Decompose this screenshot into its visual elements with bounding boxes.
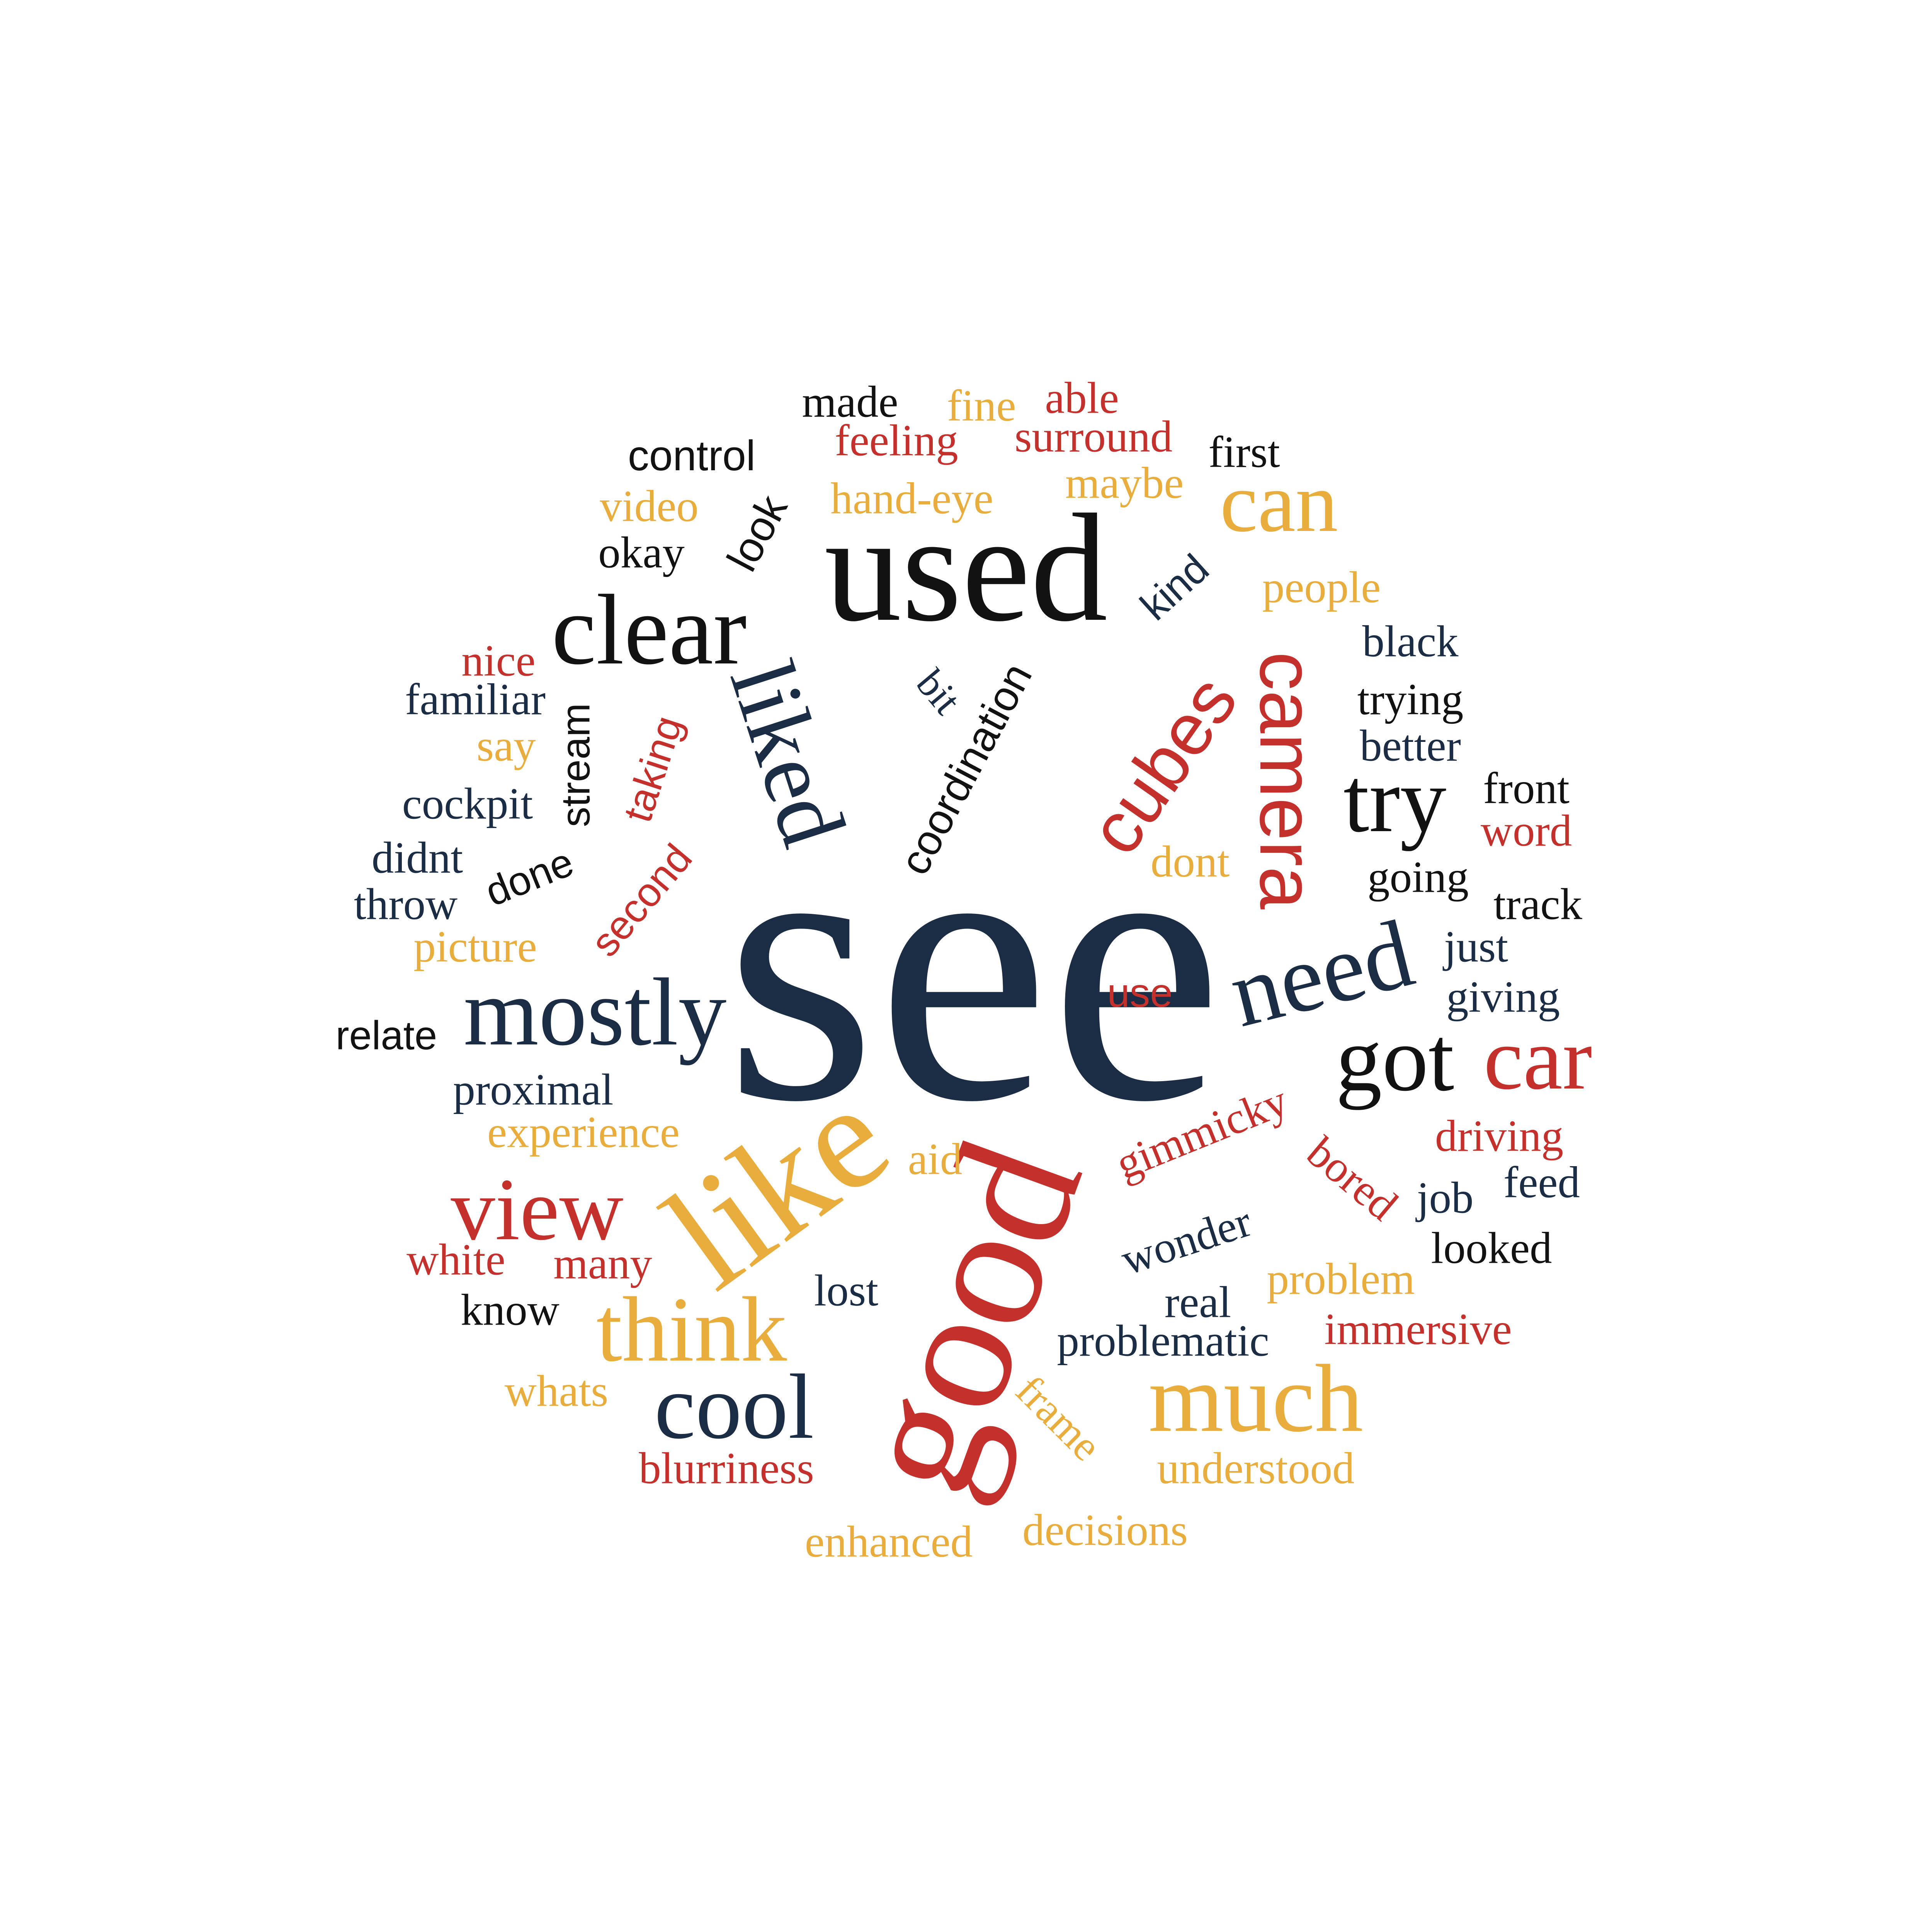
word-hand-eye: hand-eye — [830, 474, 993, 523]
word-black: black — [1362, 617, 1459, 666]
word-think: think — [596, 1278, 787, 1381]
word-able: able — [1045, 373, 1119, 423]
word-nice: nice — [461, 636, 536, 685]
word-job: job — [1417, 1173, 1474, 1223]
word-taking: taking — [615, 710, 691, 828]
word-front: front — [1483, 764, 1570, 813]
word-cockpit: cockpit — [402, 779, 533, 828]
word-cool: cool — [654, 1355, 814, 1458]
word-can: can — [1220, 455, 1338, 549]
word-say: say — [476, 721, 536, 770]
word-kind: kind — [1132, 546, 1218, 629]
word-clear: clear — [551, 574, 747, 685]
word-stream: stream — [553, 703, 599, 827]
word-try: try — [1343, 748, 1447, 851]
word-video: video — [600, 481, 699, 531]
word-familiar: familiar — [405, 675, 546, 724]
word-people: people — [1262, 563, 1381, 612]
word-aid: aid — [908, 1134, 963, 1184]
word-better: better — [1360, 721, 1461, 770]
word-use: use — [1107, 970, 1173, 1016]
word-see: see — [724, 750, 1223, 1182]
word-feeling: feeling — [835, 416, 958, 465]
word-throw: throw — [354, 879, 458, 929]
word-proximal: proximal — [453, 1065, 614, 1114]
word-going: going — [1367, 852, 1469, 902]
word-lost: lost — [814, 1266, 879, 1315]
word-enhanced: enhanced — [804, 1517, 973, 1566]
word-second: second — [582, 835, 701, 965]
word-problematic: problematic — [1057, 1316, 1269, 1366]
word-picture: picture — [413, 922, 537, 971]
word-got: got — [1335, 1007, 1454, 1110]
word-look: look — [718, 487, 797, 579]
word-relate: relate — [335, 1013, 437, 1058]
word-camera: camera — [1244, 651, 1330, 910]
word-made: made — [802, 377, 898, 427]
word-used: used — [824, 482, 1108, 653]
word-problem: problem — [1267, 1254, 1415, 1304]
word-many: many — [553, 1239, 652, 1288]
word-fine: fine — [947, 381, 1016, 430]
word-mostly: mostly — [463, 959, 727, 1066]
word-track: track — [1493, 879, 1582, 929]
word-blurriness: blurriness — [639, 1444, 814, 1493]
word-word: word — [1480, 806, 1572, 855]
word-trying: trying — [1357, 675, 1464, 724]
word-experience: experience — [487, 1107, 680, 1157]
word-decisions: decisions — [1022, 1505, 1188, 1555]
word-bored: bored — [1298, 1127, 1407, 1230]
word-giving: giving — [1446, 972, 1560, 1022]
word-didnt: didnt — [371, 833, 463, 883]
word-know: know — [461, 1285, 560, 1335]
word-feed: feed — [1503, 1158, 1580, 1207]
word-surround: surround — [1014, 412, 1173, 461]
word-dont: dont — [1150, 837, 1230, 886]
word-whats: whats — [504, 1366, 609, 1416]
word-control: control — [628, 432, 756, 480]
word-wonder: wonder — [1115, 1196, 1257, 1284]
word-car: car — [1483, 1009, 1592, 1108]
word-view: view — [451, 1160, 624, 1259]
word-just: just — [1444, 922, 1509, 971]
word-okay: okay — [598, 528, 685, 577]
word-first: first — [1208, 427, 1280, 477]
word-white: white — [406, 1235, 505, 1284]
word-maybe: maybe — [1065, 458, 1184, 508]
word-immersive: immersive — [1324, 1304, 1512, 1354]
word-much: much — [1148, 1345, 1363, 1452]
word-done: done — [479, 839, 580, 915]
word-looked: looked — [1431, 1223, 1552, 1273]
word-understood: understood — [1157, 1444, 1355, 1493]
word-driving: driving — [1435, 1111, 1564, 1161]
word-real: real — [1164, 1277, 1231, 1327]
word-bit: bit — [908, 660, 970, 723]
